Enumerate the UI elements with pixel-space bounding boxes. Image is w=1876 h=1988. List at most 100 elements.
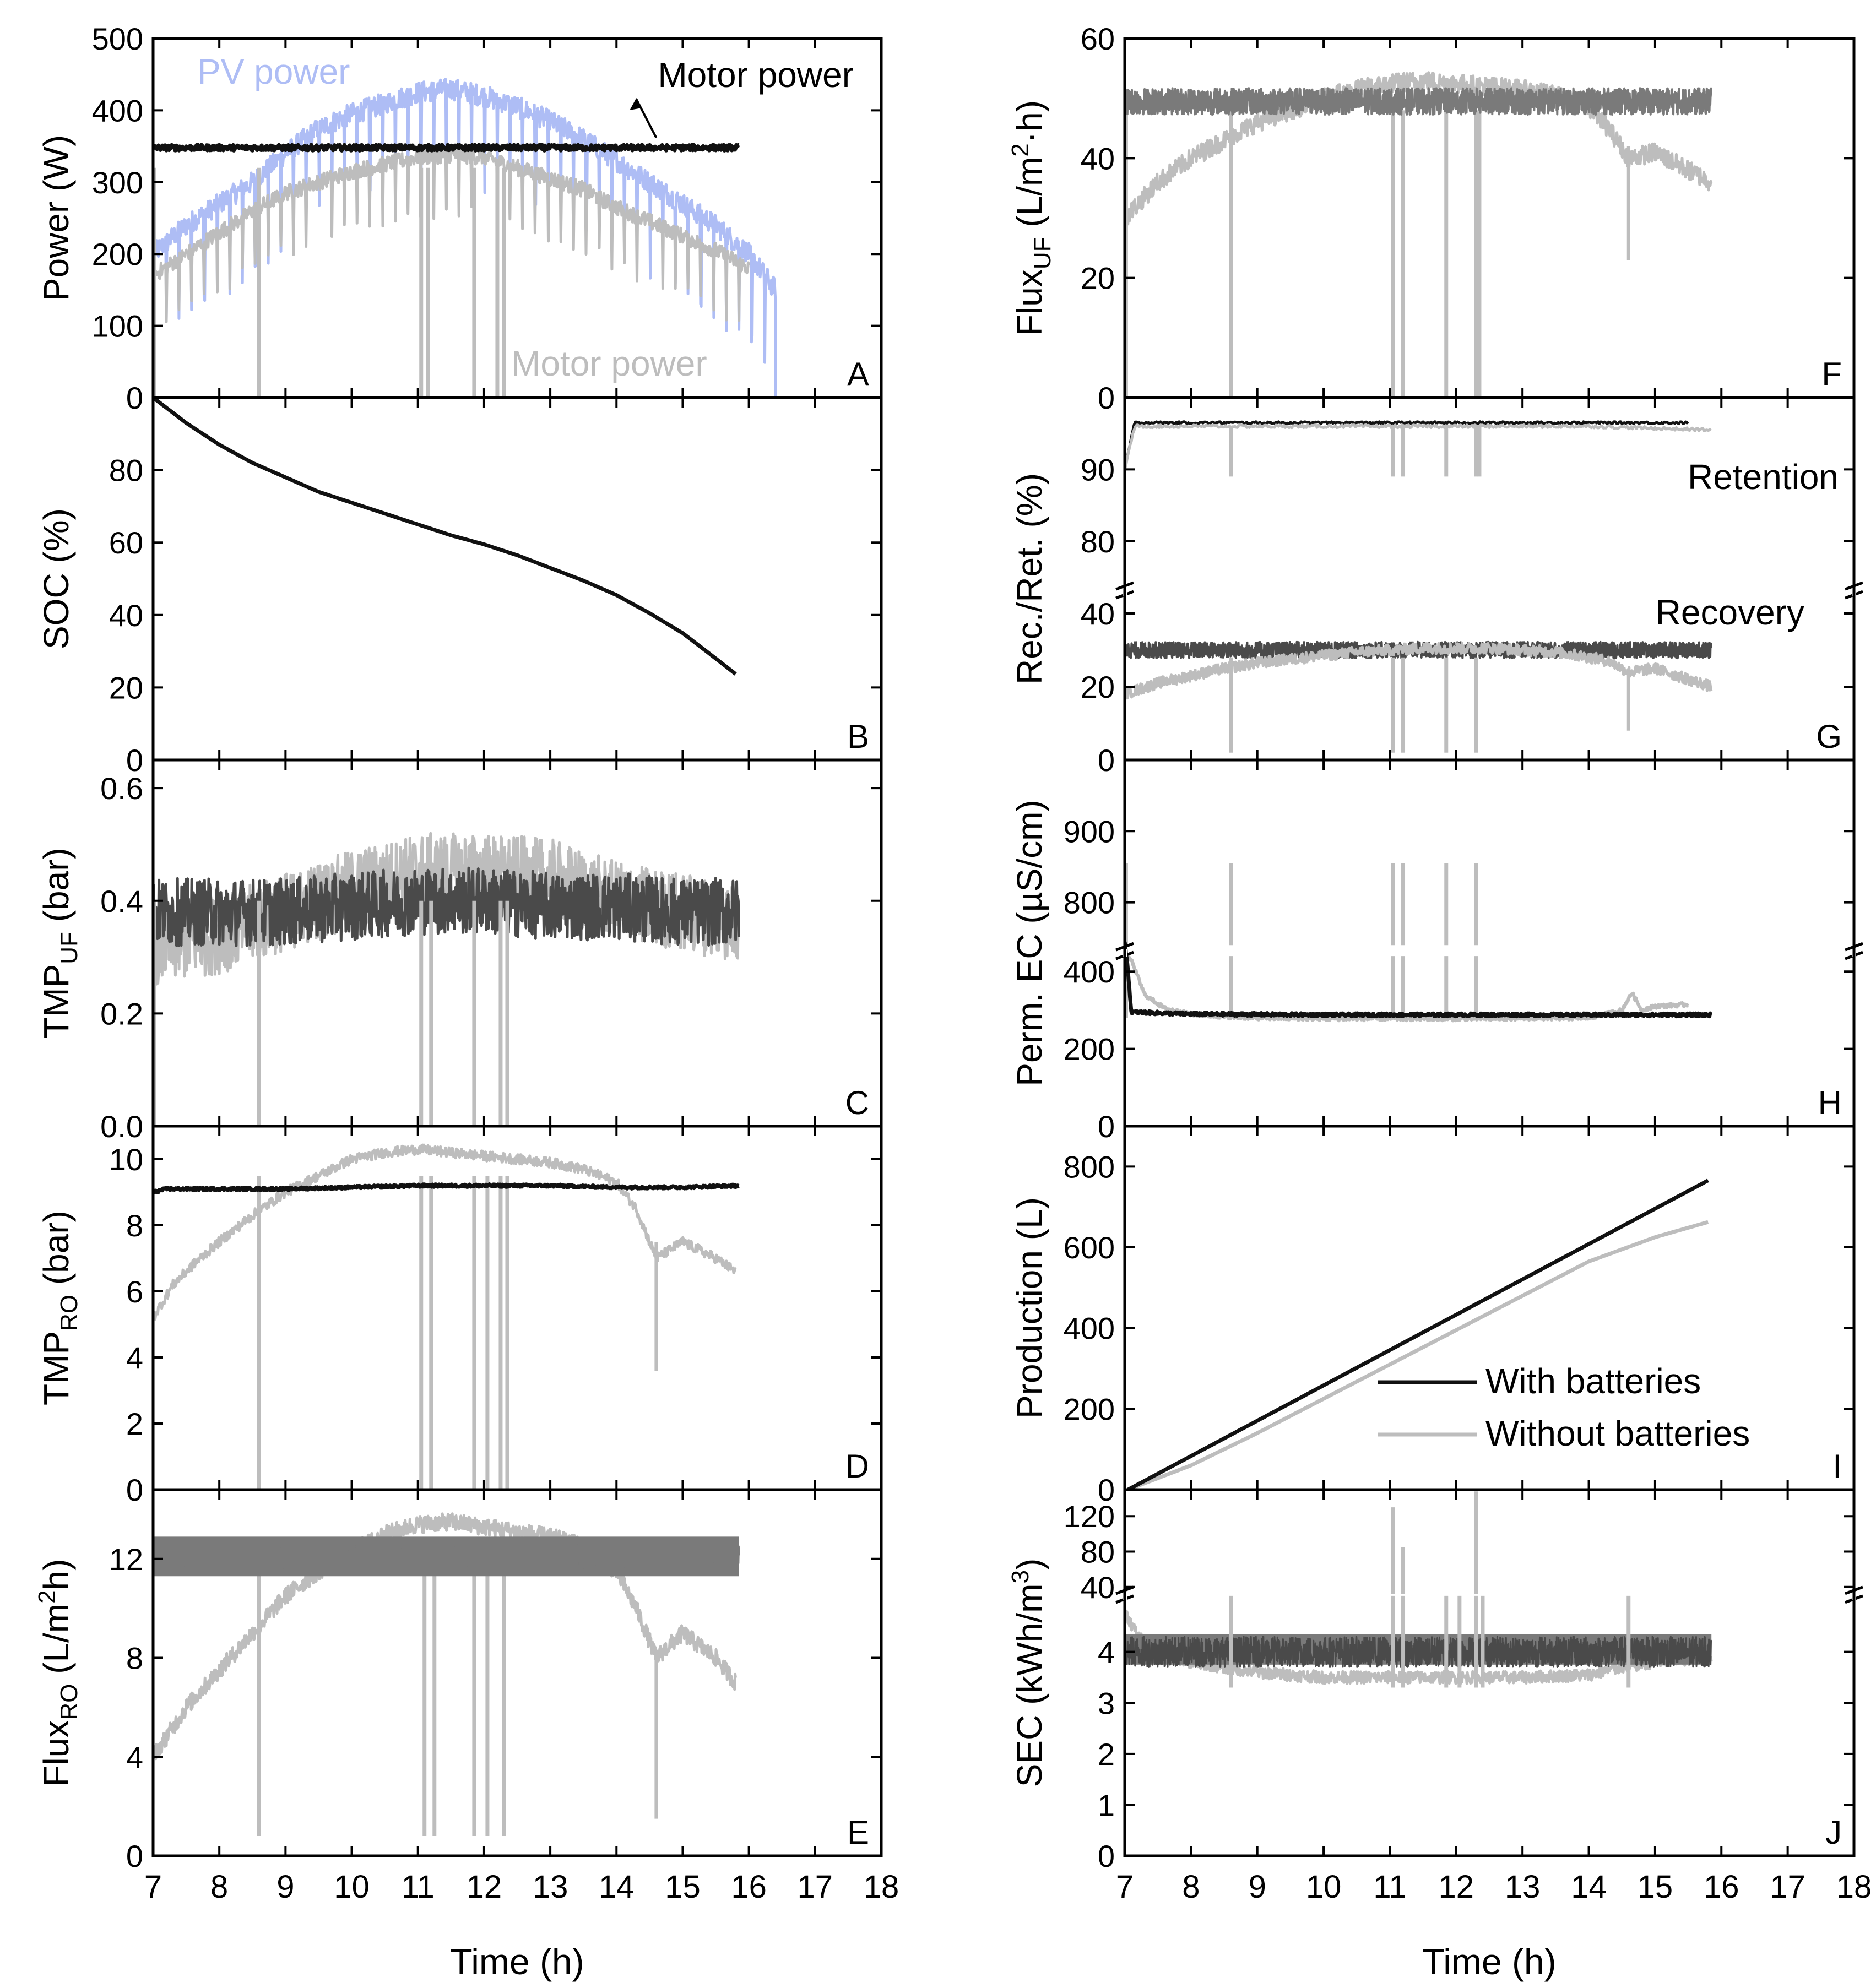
F-ytick-label-1: 20 [1081,261,1115,296]
J-lower-ytick-label-3: 3 [1098,1686,1115,1720]
panel-F: 0 20 40 60 F FluxUF (L/m2·h) [1007,21,1856,415]
A-annotation-arrowhead [630,98,642,110]
G-upper-ytick-label-0: 80 [1081,524,1115,559]
D-ytick-label-0: 0 [126,1473,143,1507]
E-ytick-label-0: 0 [126,1839,143,1873]
J-xtick-label-10: 17 [1770,1869,1805,1905]
A-ytick-label-1: 100 [92,309,143,344]
x-axis-title-0: Time (h) [450,1941,584,1982]
J-xtick-label-2: 9 [1249,1869,1266,1905]
panel-B-letter: B [847,718,869,755]
panel-I-ylabel: Production (L) [1010,1197,1049,1419]
H-lower-ytick-label-1: 200 [1064,1032,1115,1067]
panel-E-ylabel: FluxRO (L/m2h) [34,1558,83,1786]
E-xtick-label-2: 9 [276,1869,294,1905]
panel-E-plot [153,1512,740,1837]
panel-D-frame [151,1125,883,1491]
H-lower-ytick-label-2: 400 [1064,954,1115,989]
panel-D-letter: D [845,1448,869,1485]
panel-G-frame [1123,396,1856,762]
H-lower-ytick-label-0: 0 [1098,1109,1115,1144]
E-xtick-label-5: 12 [467,1869,502,1905]
panel-C: 0.0 0.2 0.4 0.6 C TMPUF (bar) [36,758,883,1144]
I-ytick-label-2: 400 [1064,1311,1115,1346]
J-upper-ytick-label-1: 80 [1081,1534,1115,1569]
panel-G: Retention Recovery 80 90 0 20 40 G Rec./Ret. (%) [1010,396,1863,778]
D-tmp-ro-without-line [153,1143,737,1321]
A-ytick-label-0: 0 [126,381,143,415]
A-motor-power-top-label: Motor power [658,55,854,95]
E-xtick-label-3: 10 [334,1869,370,1905]
G-lower-ytick-label-2: 40 [1081,596,1115,631]
J-sec-with-line [1125,1636,1712,1668]
F-flux-uf-with-line [1125,87,1712,116]
G-retention-without-line [1125,423,1712,471]
F-ytick-label-2: 40 [1081,141,1115,176]
panel-J-plot [1125,1491,1713,1688]
E-ytick-label-1: 4 [126,1740,143,1774]
D-tmp-ro-with-line [153,1182,740,1194]
C-ytick-label-2: 0.4 [100,884,143,919]
panel-J-frame [1123,1488,1856,1857]
G-lower-ytick-label-0: 0 [1098,743,1115,778]
panel-D: 0 2 4 6 8 10 D TMPRO (bar) [36,1125,883,1507]
panel-I-letter: I [1832,1448,1842,1485]
E-xtick-label-9: 16 [731,1869,767,1905]
panel-H-plot [1125,863,1713,1023]
J-upper-ytick-label-2: 120 [1064,1499,1115,1534]
E-flux-ro-with-line [153,1542,740,1570]
A-ytick-label-2: 200 [92,237,143,271]
I-ytick-label-4: 800 [1064,1149,1115,1184]
panel-A-letter: A [847,356,869,393]
panel-B-plot [153,398,737,676]
G-lower-ytick-label-1: 20 [1081,670,1115,704]
J-xtick-label-0: 7 [1116,1869,1134,1905]
F-ytick-label-0: 0 [1098,381,1115,415]
G-recovery-label: Recovery [1656,593,1804,632]
E-xtick-label-11: 18 [864,1869,899,1905]
B-soc-line [153,398,737,676]
D-ytick-label-2: 4 [126,1340,143,1375]
panel-G-ylabel: Rec./Ret. (%) [1010,473,1049,685]
I-ytick-label-1: 200 [1064,1392,1115,1426]
panel-C-plot [153,832,740,1126]
C-ytick-label-0: 0.0 [100,1109,143,1144]
C-ytick-label-1: 0.2 [100,996,143,1031]
G-retention-with-line [1125,420,1689,470]
E-xtick-label-10: 17 [798,1869,833,1905]
J-xtick-label-4: 11 [1373,1869,1406,1905]
panel-E: 7 8 9 10 11 12 13 14 15 16 17 18 0 4 8 12 E FluxRO (L/m2h… [34,1488,899,1905]
panel-I: With batteries Without batteries 0 200 400 60… [1010,1125,1856,1507]
D-ytick-label-5: 10 [109,1142,143,1177]
B-ytick-label-2: 40 [109,598,143,633]
H-upper-ytick-label-0: 800 [1064,886,1115,920]
J-lower-ytick-label-2: 2 [1098,1737,1115,1772]
F-ytick-label-3: 60 [1081,21,1115,56]
A-ytick-label-4: 400 [92,93,143,128]
panel-J-ylabel: SEC (kWh/m3) [1007,1558,1049,1788]
panel-G-letter: G [1816,718,1842,755]
B-ytick-label-3: 60 [109,525,143,560]
panel-F-plot [1125,71,1713,398]
H-upper-ytick-label-1: 900 [1064,814,1115,849]
panel-F-ylabel: FluxUF (L/m2·h) [1007,100,1056,336]
E-xtick-label-1: 8 [210,1869,228,1905]
panel-A-ylabel: Power (W) [36,135,76,301]
I-legend-with-label: With batteries [1485,1361,1701,1401]
E-flux-ro-without-line [153,1512,738,1761]
E-ytick-label-2: 8 [126,1641,143,1676]
J-xtick-label-7: 14 [1571,1869,1607,1905]
I-production-without-line [1127,1220,1709,1490]
D-ytick-label-4: 8 [126,1208,143,1243]
panel-D-plot [153,1143,740,1490]
J-xtick-label-3: 10 [1306,1869,1342,1905]
panel-B: 0 20 40 60 80 B SOC (%) [36,396,883,778]
I-legend-without-label: Without batteries [1485,1414,1750,1453]
panel-H: 800 900 0 200 400 H Perm. EC (µS/cm) [1010,758,1863,1144]
panel-H-ylabel: Perm. EC (µS/cm) [1010,800,1049,1086]
G-retention-label: Retention [1688,457,1839,497]
A-motor-power-without-line [153,146,751,328]
E-xtick-label-7: 14 [599,1869,635,1905]
